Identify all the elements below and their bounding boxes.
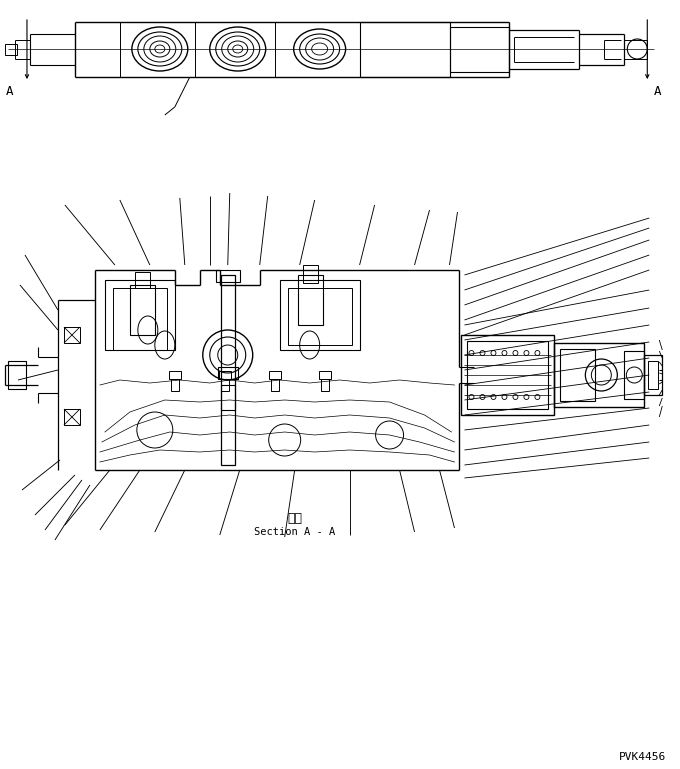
Bar <box>319 371 330 379</box>
Bar <box>64 327 80 343</box>
Bar <box>288 288 352 345</box>
Bar <box>279 280 360 350</box>
Bar <box>560 349 596 401</box>
Text: A: A <box>653 85 661 98</box>
Bar <box>271 379 279 391</box>
Bar <box>624 351 644 399</box>
Bar <box>5 44 17 55</box>
Bar <box>303 265 318 283</box>
Bar <box>221 379 228 391</box>
Text: PVK4456: PVK4456 <box>619 752 666 762</box>
Bar <box>8 361 26 389</box>
Bar <box>130 285 155 335</box>
Bar <box>221 275 235 465</box>
Bar <box>169 371 181 379</box>
Bar <box>648 361 658 389</box>
Text: Section A - A: Section A - A <box>254 527 335 537</box>
Bar <box>171 379 179 391</box>
Bar <box>219 371 231 379</box>
Bar <box>218 367 238 379</box>
Bar <box>64 409 80 425</box>
Bar <box>321 379 328 391</box>
Bar <box>221 385 235 410</box>
Bar <box>467 341 548 409</box>
Bar <box>216 270 240 282</box>
Text: 断面: 断面 <box>287 511 302 524</box>
Bar <box>135 272 150 288</box>
Bar <box>644 355 662 395</box>
Bar <box>113 288 167 350</box>
Bar <box>269 371 281 379</box>
Bar <box>360 22 449 77</box>
Text: A: A <box>6 85 14 98</box>
Bar <box>105 280 175 350</box>
Bar <box>554 343 644 407</box>
Bar <box>298 275 322 325</box>
Bar <box>449 27 509 72</box>
Bar <box>462 335 554 415</box>
